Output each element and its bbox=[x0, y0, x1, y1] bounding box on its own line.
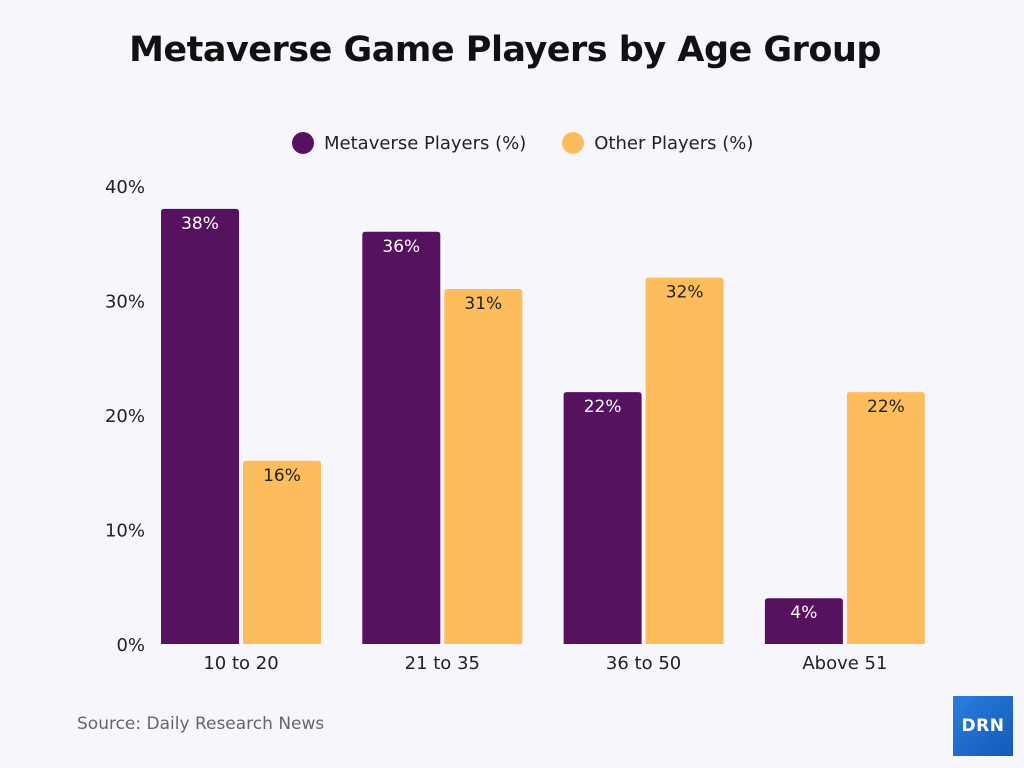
bar bbox=[444, 289, 523, 644]
x-tick-label: 10 to 20 bbox=[203, 653, 278, 674]
bar bbox=[161, 208, 239, 644]
data-label: 36% bbox=[382, 237, 420, 257]
legend-item-metaverse: Metaverse Players (%) bbox=[292, 132, 526, 154]
y-tick-label: 10% bbox=[105, 521, 145, 542]
x-tick-label: 21 to 35 bbox=[405, 653, 480, 674]
data-label: 38% bbox=[181, 214, 219, 234]
bar bbox=[362, 231, 441, 645]
x-tick-label: Above 51 bbox=[802, 653, 887, 674]
bar bbox=[243, 460, 321, 644]
x-tick-label: 36 to 50 bbox=[606, 653, 681, 674]
data-label: 4% bbox=[790, 603, 817, 623]
bar bbox=[764, 598, 843, 644]
drn-logo: DRN bbox=[953, 696, 1013, 756]
bar bbox=[645, 277, 724, 644]
data-label: 22% bbox=[867, 397, 905, 417]
data-label: 31% bbox=[464, 294, 502, 314]
data-label: 16% bbox=[263, 466, 301, 486]
legend-swatch bbox=[292, 132, 314, 154]
data-label: 32% bbox=[666, 283, 704, 303]
y-tick-label: 0% bbox=[116, 635, 145, 656]
y-tick-label: 40% bbox=[105, 177, 145, 198]
legend-item-other: Other Players (%) bbox=[562, 132, 753, 154]
bar bbox=[563, 392, 642, 644]
legend: Metaverse Players (%) Other Players (%) bbox=[292, 132, 789, 154]
legend-label: Metaverse Players (%) bbox=[324, 132, 527, 154]
legend-swatch bbox=[562, 132, 585, 154]
data-label: 22% bbox=[584, 397, 622, 417]
bar bbox=[846, 392, 925, 644]
chart-title: Metaverse Game Players by Age Group bbox=[129, 30, 881, 70]
source-note: Source: Daily Research News bbox=[77, 714, 325, 734]
y-tick-label: 20% bbox=[105, 406, 145, 427]
y-tick-label: 30% bbox=[105, 292, 145, 313]
legend-label: Other Players (%) bbox=[594, 132, 754, 154]
